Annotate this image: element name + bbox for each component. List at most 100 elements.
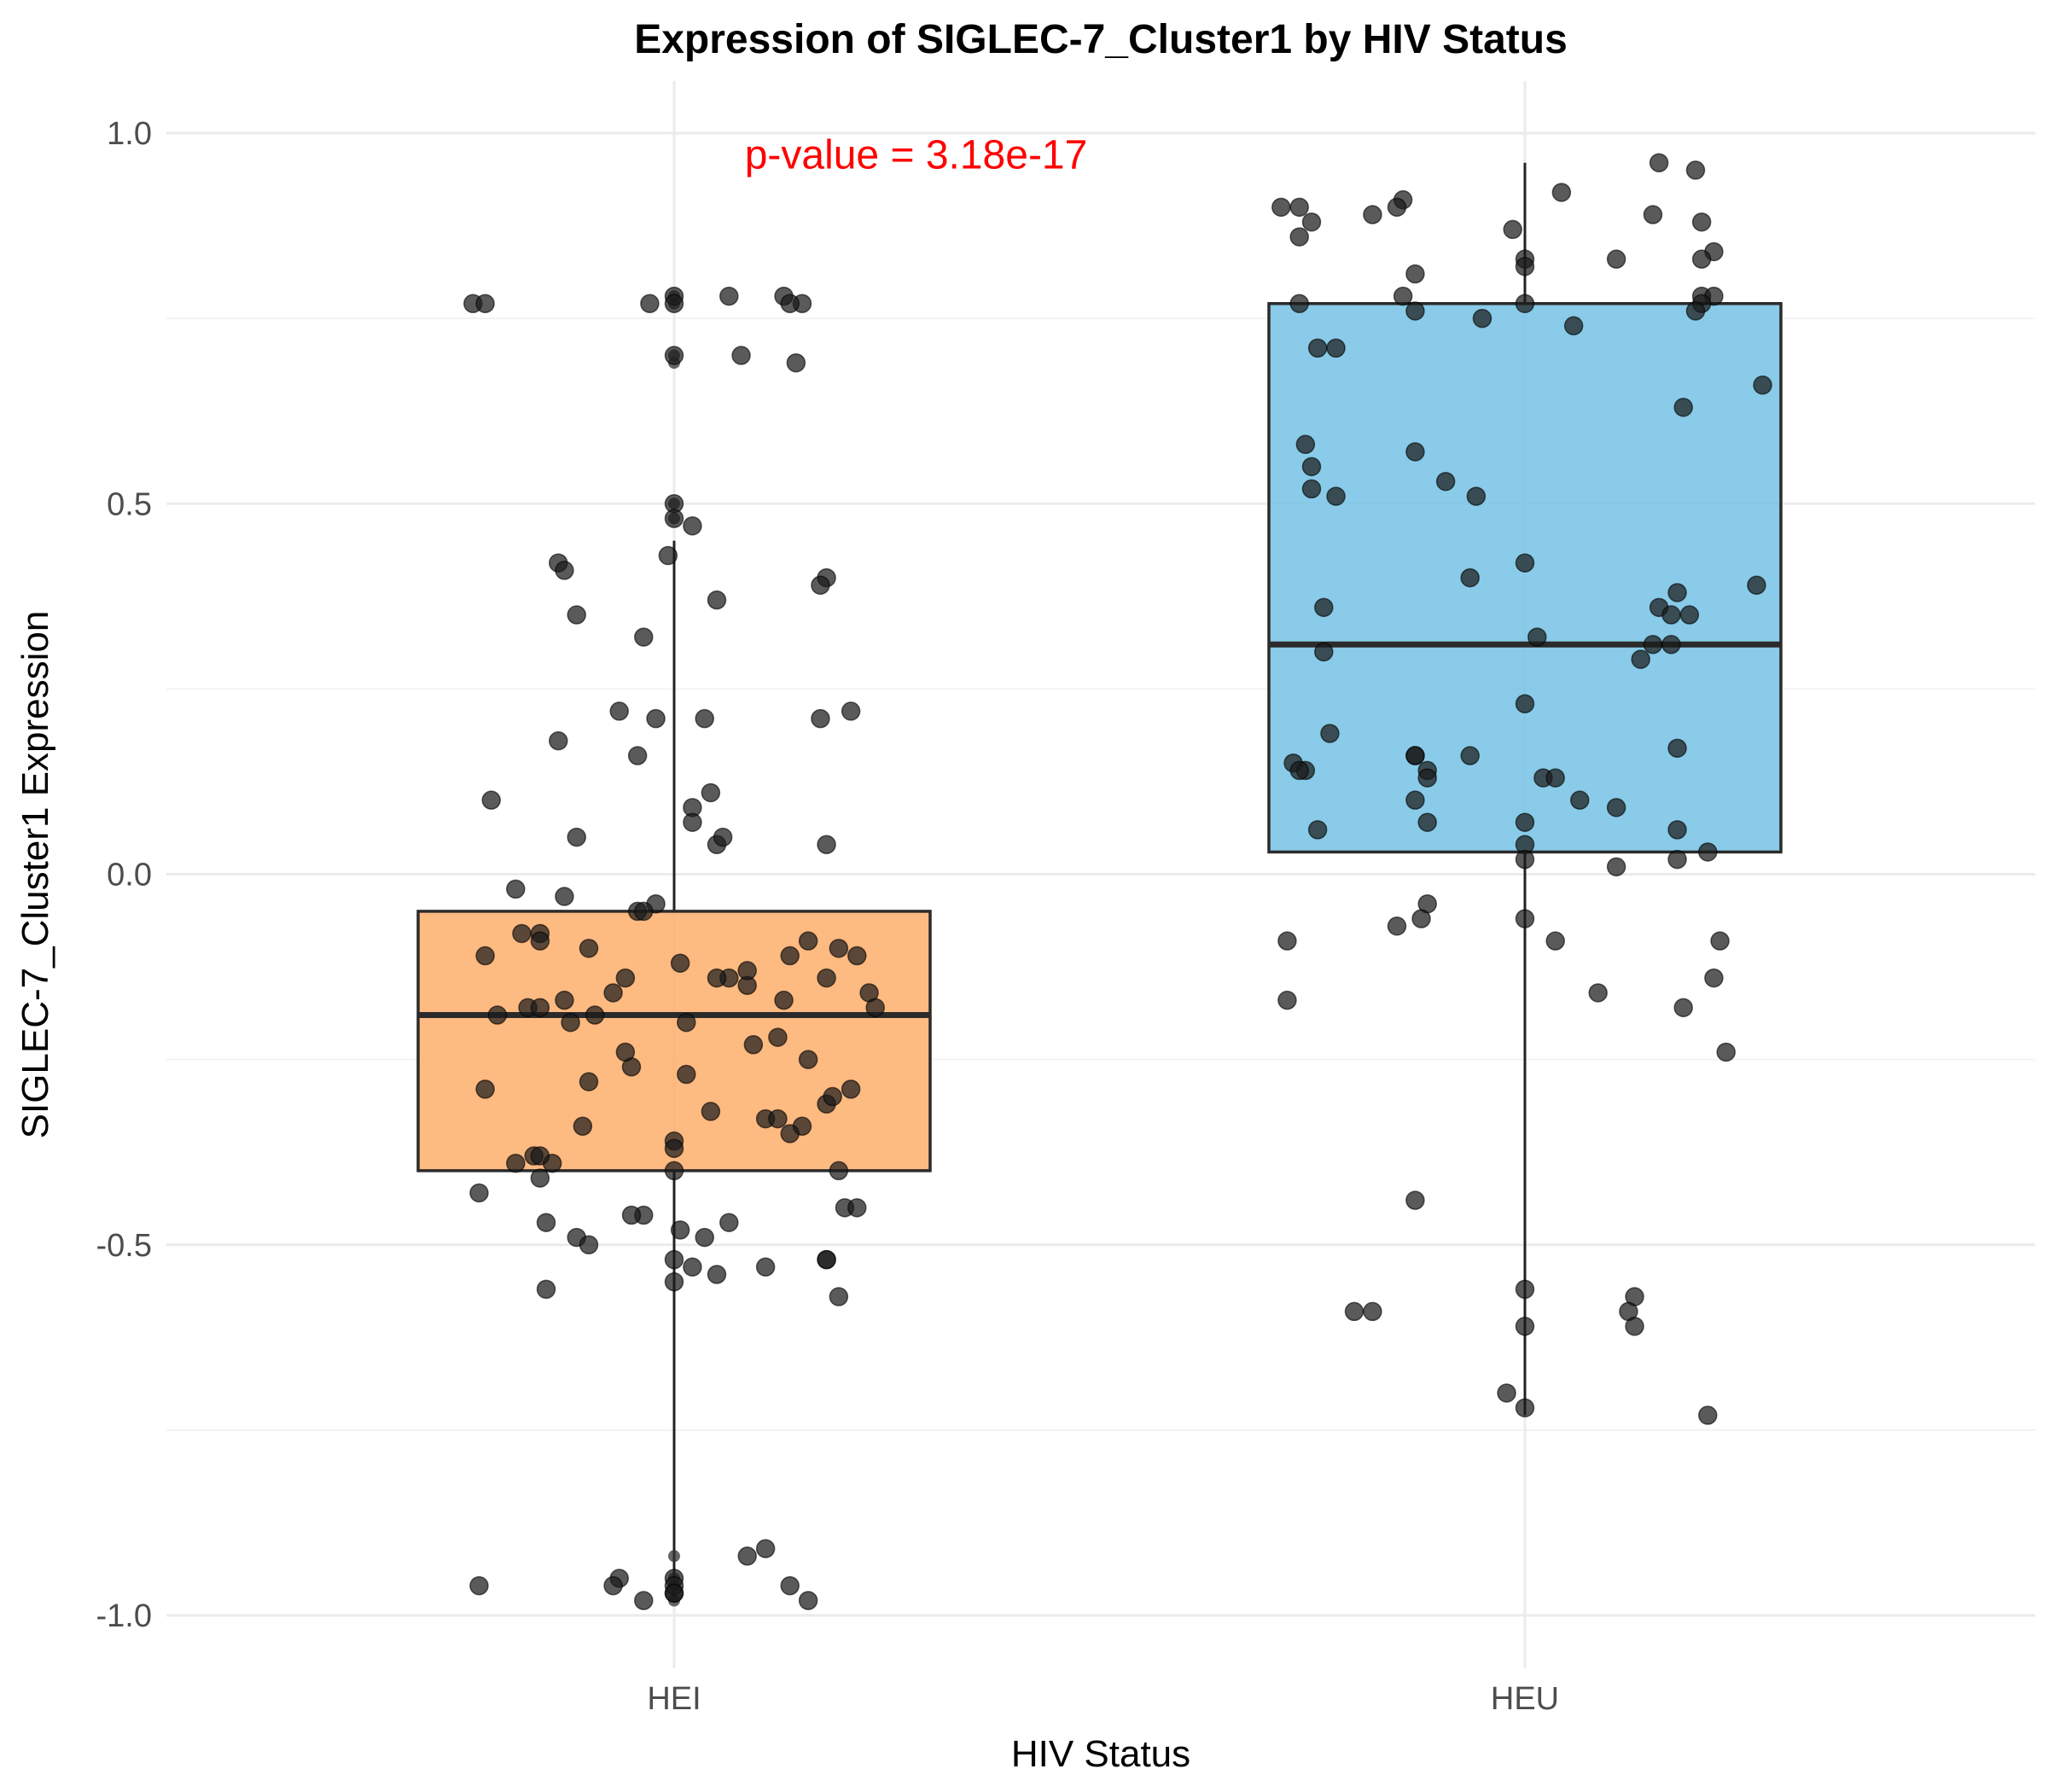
data-point xyxy=(1387,197,1407,218)
box-plots xyxy=(416,162,1783,1607)
data-point xyxy=(555,887,574,906)
data-point xyxy=(1460,746,1480,765)
data-point xyxy=(713,827,733,847)
data-point xyxy=(670,1220,690,1240)
data-point xyxy=(1679,605,1700,625)
box-body xyxy=(1267,302,1783,854)
data-point xyxy=(1271,197,1291,218)
data-point xyxy=(1515,694,1535,713)
data-point xyxy=(664,1138,684,1159)
data-point xyxy=(817,968,836,988)
data-point xyxy=(1661,635,1681,655)
data-point xyxy=(1497,1383,1516,1403)
data-point xyxy=(549,730,568,751)
data-point xyxy=(1393,286,1413,306)
data-point xyxy=(573,1116,593,1137)
data-point xyxy=(1691,249,1712,269)
data-point xyxy=(634,901,654,922)
data-point xyxy=(1710,931,1730,951)
data-point xyxy=(1289,760,1309,781)
data-point xyxy=(1326,338,1346,358)
data-point xyxy=(603,1576,623,1596)
data-point xyxy=(1503,219,1522,240)
data-point xyxy=(1691,212,1712,232)
data-point xyxy=(1704,968,1724,988)
data-point xyxy=(487,1005,508,1025)
data-point xyxy=(530,931,550,951)
data-point xyxy=(817,1249,836,1270)
data-point xyxy=(1289,294,1309,314)
data-point xyxy=(469,1576,489,1596)
data-point xyxy=(1295,434,1316,455)
data-point xyxy=(1515,1317,1535,1336)
data-point xyxy=(658,545,678,566)
data-point xyxy=(609,701,629,721)
y-tick-label: -0.5 xyxy=(96,1228,152,1264)
data-point xyxy=(1301,479,1322,499)
data-point xyxy=(627,746,648,765)
y-tick-label: 1.0 xyxy=(107,116,152,152)
data-point xyxy=(615,968,636,988)
data-point xyxy=(1314,642,1334,662)
data-point xyxy=(847,1198,867,1218)
data-point xyxy=(1435,471,1456,492)
data-point xyxy=(664,346,684,365)
data-point xyxy=(798,931,818,951)
data-point xyxy=(683,1257,702,1277)
x-tick-labels: HEI HEU xyxy=(647,1681,1559,1717)
data-point xyxy=(1606,249,1626,269)
data-point xyxy=(1753,375,1772,395)
data-point xyxy=(1545,768,1565,788)
y-axis-title: SIGLEC-7_Cluster1 Expression xyxy=(15,611,56,1139)
data-point xyxy=(1405,301,1425,321)
data-point xyxy=(1515,849,1535,870)
data-point xyxy=(780,1576,800,1596)
data-point xyxy=(1417,768,1437,788)
data-point xyxy=(1667,583,1687,602)
data-point xyxy=(1747,575,1766,596)
data-point xyxy=(701,783,721,803)
data-point xyxy=(1588,983,1608,1003)
data-point xyxy=(512,923,532,944)
data-point xyxy=(481,790,501,810)
data-point xyxy=(1606,798,1626,817)
data-point xyxy=(737,961,757,980)
data-point xyxy=(1673,998,1693,1018)
data-point xyxy=(664,509,684,528)
data-point xyxy=(567,605,586,625)
data-point xyxy=(1661,605,1681,625)
data-point xyxy=(1673,398,1693,417)
data-point xyxy=(1649,153,1669,172)
data-point xyxy=(829,939,849,958)
data-point xyxy=(579,939,599,958)
data-point xyxy=(664,294,684,314)
data-point xyxy=(829,1161,849,1181)
data-point xyxy=(664,1583,684,1603)
data-point xyxy=(768,1108,788,1129)
data-point xyxy=(786,352,806,373)
data-point xyxy=(475,945,495,966)
data-point xyxy=(536,1279,556,1300)
data-point xyxy=(475,294,495,314)
data-point xyxy=(1314,597,1334,618)
data-point xyxy=(530,1168,550,1188)
data-point xyxy=(469,1183,489,1203)
data-point xyxy=(1301,212,1322,232)
data-point xyxy=(579,1072,599,1091)
data-point xyxy=(841,1079,861,1099)
data-point xyxy=(1625,1317,1644,1336)
data-point xyxy=(1301,457,1322,477)
data-point xyxy=(664,1161,684,1181)
data-point xyxy=(1563,316,1584,336)
data-point xyxy=(743,1035,764,1055)
y-tick-label: -1.0 xyxy=(96,1598,152,1634)
data-point xyxy=(530,1146,550,1166)
data-point xyxy=(1326,486,1346,506)
data-point xyxy=(1289,227,1309,247)
data-point xyxy=(1405,746,1425,765)
data-point xyxy=(811,575,830,596)
data-point xyxy=(621,1205,642,1225)
data-point xyxy=(640,294,660,314)
data-point xyxy=(1515,812,1535,832)
data-point xyxy=(811,708,830,729)
